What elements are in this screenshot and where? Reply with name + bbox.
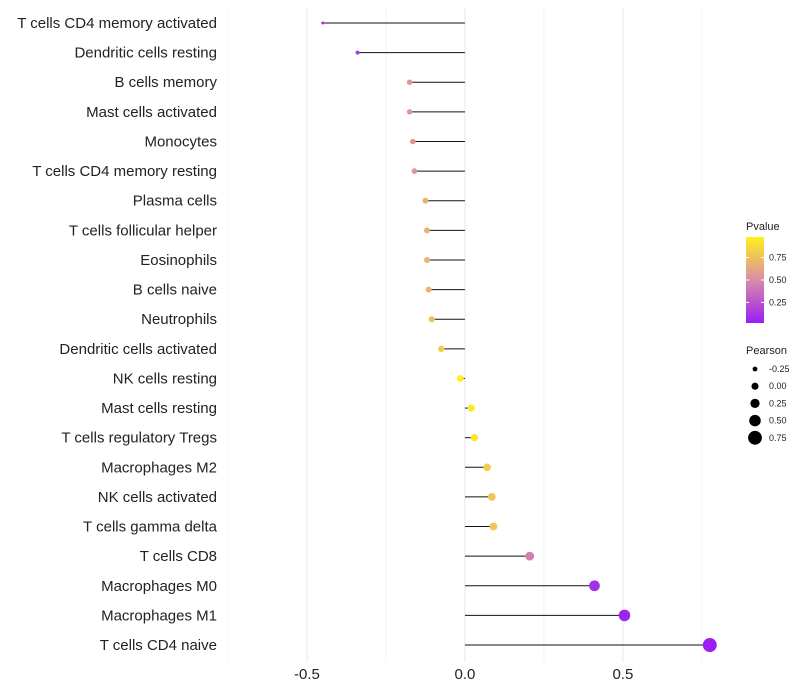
pvalue-legend: Pvalue 0.25 0.50 0.75 [746, 221, 787, 323]
category-label: Dendritic cells activated [59, 341, 217, 358]
data-point [483, 463, 491, 472]
category-label: Macrophages M2 [101, 459, 217, 476]
size-legend-label: -0.25 [769, 364, 790, 374]
category-label: T cells regulatory Tregs [61, 430, 217, 447]
data-point [406, 109, 413, 115]
data-point [406, 79, 413, 85]
category-label: Mast cells activated [86, 104, 217, 121]
category-label: T cells CD4 memory resting [32, 163, 217, 180]
pvalue-legend-title: Pvalue [746, 221, 780, 233]
size-legend-label: 0.25 [769, 398, 787, 408]
data-point [422, 197, 429, 204]
category-label: T cells CD8 [140, 548, 217, 565]
size-legend-dot [752, 366, 758, 372]
category-label: Monocytes [144, 133, 217, 150]
lollipop-stems [322, 22, 710, 646]
colorbar-tick-label: 0.50 [769, 275, 787, 285]
pearson-legend: Pearson -0.25 0.00 0.25 0.50 0.75 [746, 345, 790, 445]
x-tick-label: -0.5 [294, 666, 320, 683]
data-point [321, 21, 325, 25]
data-point [470, 434, 479, 442]
size-legend-dot [750, 398, 760, 409]
pvalue-colorbar [746, 237, 764, 323]
data-point [702, 638, 717, 653]
lollipop-dots [321, 21, 717, 653]
data-point [589, 580, 600, 592]
category-label: Mast cells resting [101, 400, 217, 417]
data-point [487, 493, 496, 501]
data-point [424, 256, 431, 263]
category-label: Plasma cells [133, 193, 217, 210]
data-point [355, 50, 360, 55]
size-legend-label: 0.50 [769, 416, 787, 426]
colorbar-tick-label: 0.75 [769, 253, 787, 263]
category-label: B cells naive [133, 282, 217, 299]
data-point [618, 609, 631, 622]
category-label: T cells CD4 memory activated [17, 15, 217, 32]
category-label: T cells CD4 naive [100, 637, 217, 654]
data-point [411, 168, 418, 174]
category-label: NK cells activated [98, 489, 217, 506]
data-point [438, 345, 445, 352]
grid-lines [227, 8, 703, 662]
category-label: T cells gamma delta [83, 519, 218, 536]
x-axis-ticks: -0.5 0.0 0.5 [294, 666, 633, 683]
data-point [428, 316, 435, 323]
colorbar-tick-label: 0.25 [769, 297, 787, 307]
category-label: Dendritic cells resting [74, 45, 217, 62]
pearson-legend-title: Pearson [746, 345, 787, 357]
category-label: T cells follicular helper [69, 222, 217, 239]
data-point [456, 374, 464, 382]
data-point [425, 286, 432, 293]
size-legend-dot [749, 414, 761, 427]
data-point [410, 138, 416, 145]
size-legend-dot [751, 382, 759, 390]
category-label: Neutrophils [141, 311, 217, 328]
category-label: Macrophages M0 [101, 578, 217, 595]
category-label: Eosinophils [140, 252, 217, 269]
x-tick-label: 0.5 [612, 666, 633, 683]
data-point [489, 522, 498, 531]
x-tick-label: 0.0 [455, 666, 476, 683]
data-point [525, 551, 535, 561]
size-legend-label: 0.75 [769, 433, 787, 443]
data-point [467, 404, 475, 412]
category-label: NK cells resting [113, 370, 217, 387]
data-point [424, 227, 431, 234]
category-labels: T cells CD4 memory activated Dendritic ce… [17, 15, 217, 654]
size-legend-dot [748, 430, 762, 445]
size-legend-label: 0.00 [769, 381, 787, 391]
category-label: Macrophages M1 [101, 607, 217, 624]
category-label: B cells memory [114, 74, 217, 91]
